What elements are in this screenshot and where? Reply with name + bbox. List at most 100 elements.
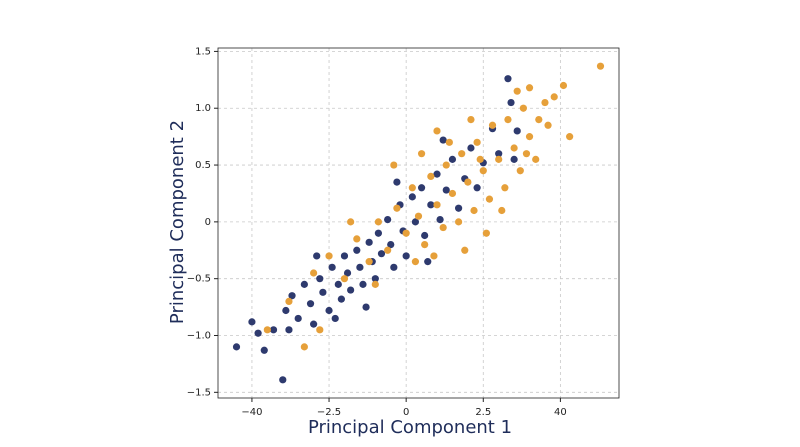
point: [513, 127, 521, 135]
point: [467, 144, 475, 152]
point: [279, 376, 287, 384]
point: [362, 303, 370, 311]
point: [384, 246, 392, 254]
point: [408, 193, 416, 201]
point: [439, 136, 447, 144]
point: [334, 280, 342, 288]
point: [445, 138, 453, 146]
point: [254, 329, 262, 337]
point: [356, 263, 364, 271]
point: [347, 286, 355, 294]
x-axis-label: Principal Component 1: [308, 417, 512, 438]
point: [495, 150, 503, 158]
point: [343, 269, 352, 277]
point: [310, 320, 318, 328]
y-tick-label: −1.5: [187, 387, 211, 398]
point: [337, 295, 345, 303]
point: [374, 229, 382, 237]
point: [306, 300, 315, 308]
point: [467, 115, 475, 124]
point: [263, 326, 271, 334]
point: [482, 229, 490, 237]
point: [371, 275, 379, 283]
x-tick-label: 0: [403, 407, 409, 418]
point: [328, 263, 336, 271]
point: [260, 346, 268, 354]
point: [495, 155, 503, 163]
point: [519, 104, 527, 112]
point: [417, 150, 426, 158]
point: [498, 206, 506, 215]
point: [282, 306, 290, 315]
point: [464, 178, 472, 186]
point: [455, 218, 463, 226]
point: [566, 133, 574, 141]
point: [448, 155, 457, 163]
point: [461, 246, 469, 254]
point: [402, 252, 410, 260]
point: [488, 121, 497, 129]
point: [473, 138, 481, 146]
point: [347, 218, 355, 226]
point: [288, 292, 296, 300]
point: [353, 246, 361, 254]
y-tick-label: 1.5: [195, 46, 211, 57]
y-tick-label: 0: [205, 217, 211, 228]
point: [510, 144, 518, 152]
point: [365, 238, 373, 246]
point: [596, 62, 605, 70]
point: [316, 326, 324, 334]
y-tick-label: 1.0: [195, 103, 211, 114]
point: [384, 215, 392, 224]
point: [359, 280, 367, 288]
point: [340, 275, 349, 283]
point: [433, 201, 441, 209]
point: [393, 178, 401, 186]
point: [285, 297, 293, 306]
point: [316, 275, 324, 283]
point: [294, 314, 302, 323]
point: [411, 258, 420, 266]
point: [479, 167, 487, 175]
point: [300, 280, 308, 288]
point: [473, 184, 481, 192]
point: [513, 87, 521, 95]
point: [340, 252, 349, 260]
x-tick-label: −40: [241, 407, 262, 418]
point: [485, 195, 494, 203]
point: [427, 201, 435, 209]
point: [390, 263, 398, 271]
point: [433, 170, 441, 178]
point: [476, 155, 484, 163]
point: [550, 93, 558, 101]
y-tick-label: −1.0: [187, 331, 211, 342]
point: [285, 326, 293, 334]
point: [374, 218, 382, 226]
point: [430, 252, 438, 260]
point: [501, 184, 509, 192]
point: [232, 343, 241, 351]
y-tick-label: 0.5: [195, 160, 211, 171]
plot-frame: [217, 47, 620, 399]
point: [371, 280, 379, 288]
point: [411, 218, 420, 226]
point: [325, 252, 333, 260]
point: [408, 184, 416, 192]
x-tick-label: −2.5: [317, 407, 341, 418]
x-tick-label: 40: [554, 407, 567, 418]
point: [269, 326, 278, 334]
point: [331, 314, 339, 323]
point: [559, 81, 568, 90]
point: [516, 167, 524, 175]
point: [436, 215, 444, 224]
point: [455, 204, 463, 212]
point: [393, 204, 401, 212]
point: [504, 75, 512, 83]
point: [414, 212, 423, 220]
point: [365, 258, 373, 266]
point: [522, 150, 531, 158]
point: [525, 133, 534, 141]
point: [390, 161, 398, 169]
point: [458, 150, 466, 158]
point: [319, 288, 327, 296]
